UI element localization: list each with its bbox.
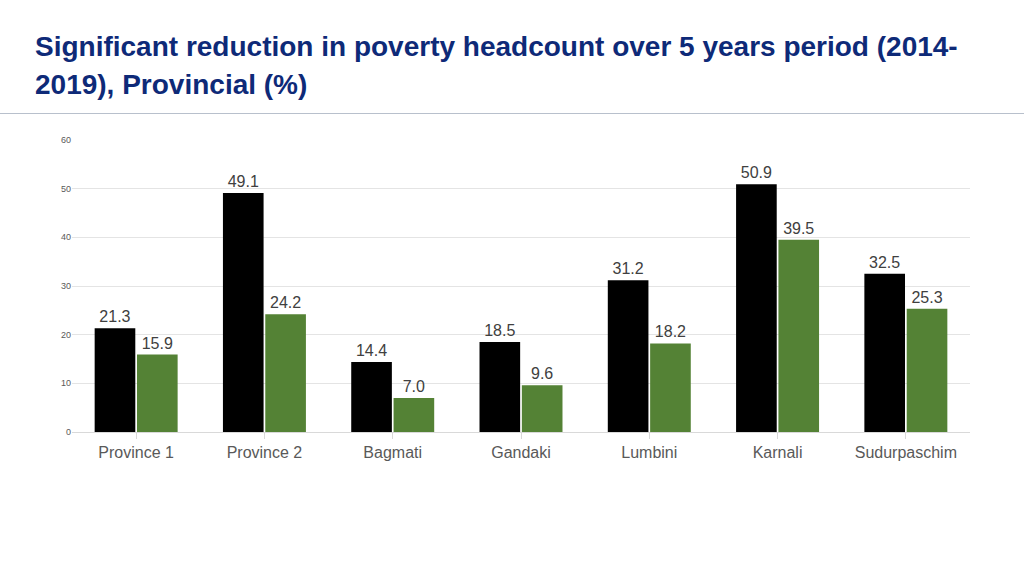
svg-text:24.2: 24.2 bbox=[270, 294, 301, 311]
svg-text:9.6: 9.6 bbox=[531, 365, 553, 382]
svg-text:15.9: 15.9 bbox=[142, 335, 173, 352]
svg-text:20: 20 bbox=[61, 330, 71, 340]
html-text:Significant reduction in pover: Significant reduction in poverty headcou… bbox=[35, 31, 958, 100]
svg-text:39.5: 39.5 bbox=[783, 220, 814, 237]
svg-text:60: 60 bbox=[61, 135, 71, 145]
svg-text:0: 0 bbox=[66, 427, 71, 437]
svg-text:25.3: 25.3 bbox=[911, 289, 942, 306]
svg-text:Gandaki: Gandaki bbox=[491, 444, 551, 461]
svg-text:Province 2: Province 2 bbox=[227, 444, 303, 461]
svg-text:50: 50 bbox=[61, 184, 71, 194]
svg-text:Karnali: Karnali bbox=[753, 444, 803, 461]
svg-text:50.9: 50.9 bbox=[741, 164, 772, 181]
svg-text:Lumbini: Lumbini bbox=[621, 444, 677, 461]
svg-text:Bagmati: Bagmati bbox=[363, 444, 422, 461]
svg-text:32.5: 32.5 bbox=[869, 254, 900, 271]
svg-text:30: 30 bbox=[61, 281, 71, 291]
svg-text:40: 40 bbox=[61, 232, 71, 242]
svg-text:18.5: 18.5 bbox=[484, 322, 515, 339]
svg-text:7.0: 7.0 bbox=[403, 378, 425, 395]
svg-text:14.4: 14.4 bbox=[356, 342, 387, 359]
svg-text:21.3: 21.3 bbox=[99, 308, 130, 325]
svg-text:31.2: 31.2 bbox=[612, 260, 643, 277]
svg-text:18.2: 18.2 bbox=[655, 323, 686, 340]
svg-text:49.1: 49.1 bbox=[228, 173, 259, 190]
svg-text:10: 10 bbox=[61, 378, 71, 388]
svg-text:Sudurpaschim: Sudurpaschim bbox=[855, 444, 957, 461]
svg-text:Province 1: Province 1 bbox=[98, 444, 174, 461]
